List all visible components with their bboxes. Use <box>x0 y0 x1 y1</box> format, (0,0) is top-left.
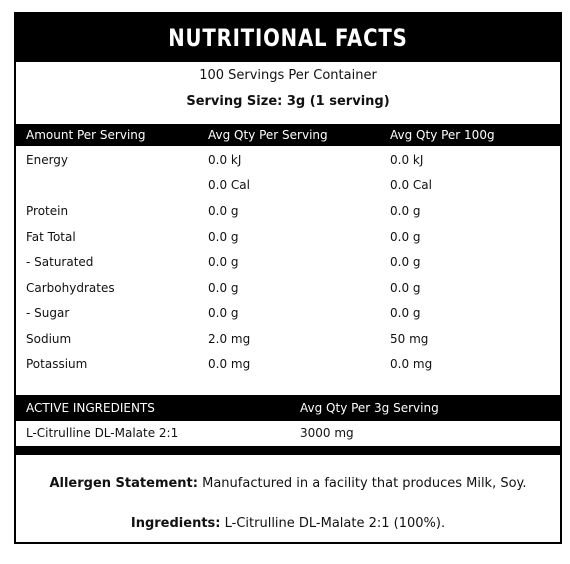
nutrient-per-100g: 0.0 g <box>390 306 421 320</box>
nutrient-per-serving: 0.0 g <box>208 204 239 218</box>
serving-size: Serving Size: 3g (1 serving) <box>186 94 390 109</box>
nutrient-per-serving: 2.0 mg <box>208 332 251 346</box>
nutrient-per-100g: 0.0 g <box>390 255 421 269</box>
nutrient-per-100g: 0.0 kJ <box>390 153 424 167</box>
nutrient-per-100g: 0.0 Cal <box>390 178 432 192</box>
nutrient-name: Carbohydrates <box>26 281 115 295</box>
nutrient-per-100g: 0.0 g <box>390 204 421 218</box>
ingredients-statement: Ingredients: L-Citrulline DL-Malate 2:1 … <box>16 516 560 531</box>
nutrient-name: Sodium <box>26 332 72 346</box>
allergen-statement: Allergen Statement: Manufactured in a fa… <box>16 476 560 491</box>
active-ingredients-header: ACTIVE INGREDIENTS Avg Qty Per 3g Servin… <box>16 395 560 421</box>
nutrient-per-serving: 0.0 g <box>208 281 239 295</box>
active-qty-label: Avg Qty Per 3g Serving <box>300 401 439 415</box>
title-bar: NUTRITIONAL FACTS <box>16 14 560 62</box>
table-row: Energy 0.0 kJ 0.0 kJ <box>16 151 560 173</box>
nutrient-per-serving: 0.0 kJ <box>208 153 242 167</box>
nutrient-per-100g: 50 mg <box>390 332 429 346</box>
header-per-100g: Avg Qty Per 100g <box>390 128 495 142</box>
panel-title: NUTRITIONAL FACTS <box>168 24 408 52</box>
nutrient-name: - Saturated <box>26 255 94 269</box>
table-row: Sodium 2.0 mg 50 mg <box>16 330 560 352</box>
ingredients-text: L-Citrulline DL-Malate 2:1 (100%). <box>220 516 446 531</box>
ingredients-label: Ingredients: <box>130 516 221 531</box>
nutrient-per-100g: 0.0 g <box>390 281 421 295</box>
nutrient-per-serving: 0.0 mg <box>208 357 251 371</box>
table-row: Protein 0.0 g 0.0 g <box>16 202 560 224</box>
allergen-text: Manufactured in a facility that produces… <box>197 476 527 491</box>
nutrition-panel: NUTRITIONAL FACTS 100 Servings Per Conta… <box>14 12 562 544</box>
nutrient-name: Protein <box>26 204 69 218</box>
active-ingredient-qty: 3000 mg <box>300 426 354 440</box>
servings-per-container: 100 Servings Per Container <box>199 68 377 83</box>
nutrient-per-serving: 0.0 g <box>208 306 239 320</box>
header-per-serving: Avg Qty Per Serving <box>208 128 328 142</box>
nutrient-per-100g: 0.0 g <box>390 230 421 244</box>
table-row: Fat Total 0.0 g 0.0 g <box>16 228 560 250</box>
section-divider <box>16 446 560 455</box>
table-row: - Sugar 0.0 g 0.0 g <box>16 304 560 326</box>
table-row: 0.0 Cal 0.0 Cal <box>16 176 560 198</box>
table-row: Carbohydrates 0.0 g 0.0 g <box>16 279 560 301</box>
active-ingredient-name: L-Citrulline DL-Malate 2:1 <box>26 426 179 440</box>
nutrient-name: - Sugar <box>26 306 70 320</box>
table-row: Potassium 0.0 mg 0.0 mg <box>16 355 560 377</box>
table-row: L-Citrulline DL-Malate 2:1 3000 mg <box>16 423 560 445</box>
header-amount: Amount Per Serving <box>26 128 146 142</box>
active-ingredients-label: ACTIVE INGREDIENTS <box>26 401 155 415</box>
nutrient-per-serving: 0.0 g <box>208 230 239 244</box>
allergen-label: Allergen Statement: <box>49 476 198 491</box>
nutrient-name: Potassium <box>26 357 88 371</box>
nutrient-per-serving: 0.0 g <box>208 255 239 269</box>
table-header: Amount Per Serving Avg Qty Per Serving A… <box>16 124 560 146</box>
nutrient-name: Fat Total <box>26 230 76 244</box>
table-row: - Saturated 0.0 g 0.0 g <box>16 253 560 275</box>
nutrient-name: Energy <box>26 153 69 167</box>
nutrient-per-serving: 0.0 Cal <box>208 178 250 192</box>
nutrient-per-100g: 0.0 mg <box>390 357 433 371</box>
